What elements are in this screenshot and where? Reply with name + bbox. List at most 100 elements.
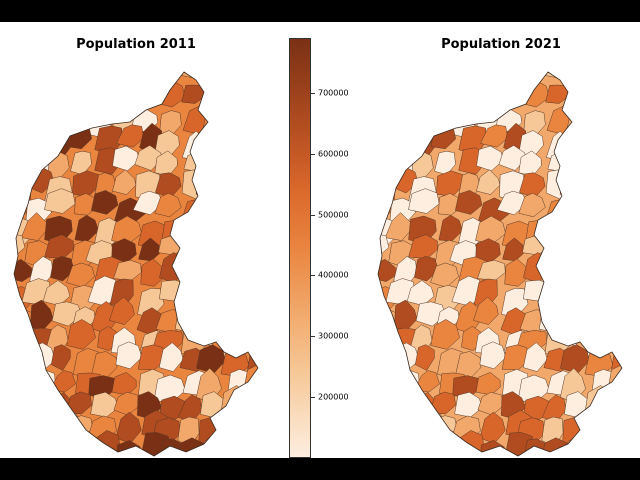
district-region	[43, 436, 73, 456]
district-region	[137, 288, 165, 318]
district-region	[112, 457, 138, 458]
district-region	[247, 280, 258, 312]
district-region	[560, 321, 586, 347]
district-region	[547, 278, 578, 308]
district-region	[242, 436, 258, 456]
district-region	[21, 428, 46, 456]
district-region	[606, 436, 622, 456]
district-region	[588, 210, 614, 246]
colorbar-tick-mark	[311, 153, 315, 155]
district-region	[14, 348, 26, 376]
map-regions-2021	[378, 72, 622, 458]
district-region	[432, 83, 456, 114]
district-region	[609, 124, 622, 150]
district-region	[394, 132, 426, 160]
district-region	[607, 192, 622, 220]
district-region	[408, 72, 439, 86]
choropleth-map-2021	[377, 71, 623, 458]
district-region	[562, 454, 591, 456]
district-region	[66, 319, 96, 350]
district-region	[65, 72, 94, 89]
district-region	[483, 83, 513, 110]
district-region	[14, 152, 41, 174]
district-region	[199, 234, 227, 261]
district-region	[203, 216, 230, 247]
district-region	[243, 192, 258, 220]
district-region	[70, 150, 92, 175]
colorbar-tick-mark	[311, 336, 315, 338]
district-region	[245, 124, 258, 150]
district-region	[14, 430, 33, 456]
district-region	[95, 82, 125, 104]
district-region	[159, 279, 189, 302]
district-region	[223, 409, 248, 442]
district-region	[223, 81, 252, 108]
district-region	[14, 87, 24, 115]
district-region	[588, 240, 619, 267]
district-region	[519, 172, 546, 198]
district-region	[393, 72, 416, 94]
district-region	[562, 257, 591, 286]
district-region	[386, 388, 416, 414]
map-regions-2011	[14, 72, 258, 458]
district-region	[587, 409, 612, 442]
district-region	[66, 262, 95, 288]
district-region	[605, 166, 622, 193]
district-region	[69, 436, 100, 456]
district-region	[177, 239, 203, 266]
district-region	[386, 85, 415, 112]
district-region	[119, 83, 149, 110]
district-region	[412, 457, 442, 458]
district-region	[46, 104, 71, 131]
district-region	[430, 262, 459, 288]
district-region	[590, 305, 615, 332]
district-region	[229, 173, 254, 200]
district-region	[224, 240, 255, 267]
district-region	[252, 220, 258, 241]
district-region	[453, 72, 480, 91]
district-region	[429, 72, 458, 89]
district-region	[378, 108, 393, 133]
district-region	[476, 457, 502, 458]
district-region	[378, 152, 405, 174]
district-region	[563, 234, 591, 261]
district-region	[502, 455, 524, 456]
district-region	[51, 344, 71, 371]
district-region	[455, 190, 483, 215]
district-region	[180, 211, 211, 240]
district-region	[89, 72, 116, 91]
district-region	[378, 430, 397, 456]
district-region	[539, 304, 570, 333]
district-region	[430, 415, 458, 438]
district-region	[567, 216, 594, 247]
district-region	[501, 288, 529, 318]
district-region	[607, 76, 622, 105]
district-region	[394, 369, 420, 399]
colorbar-tick-label: 200000	[318, 392, 349, 402]
colorbar	[289, 38, 311, 458]
district-region	[544, 254, 573, 284]
colorbar-tick-label: 300000	[318, 331, 349, 341]
district-region	[14, 124, 25, 148]
district-region	[587, 81, 616, 108]
district-region	[613, 408, 622, 438]
district-region	[522, 235, 550, 256]
district-region	[28, 101, 56, 132]
district-region	[606, 233, 622, 262]
district-region	[593, 173, 618, 200]
district-region	[581, 191, 610, 225]
colorbar-tick-mark	[311, 275, 315, 277]
district-region	[14, 417, 28, 448]
district-region	[14, 72, 32, 90]
district-region	[473, 72, 496, 87]
colorbar-tick-label: 500000	[318, 210, 349, 220]
district-region	[609, 100, 622, 124]
district-region	[44, 72, 75, 86]
district-region	[570, 192, 596, 216]
district-region	[562, 417, 584, 446]
district-region	[14, 108, 29, 133]
district-region	[459, 82, 489, 104]
region-cells-2011	[14, 72, 258, 458]
map-title-2021: Population 2021	[441, 37, 561, 52]
choropleth-map-2011	[13, 71, 259, 458]
